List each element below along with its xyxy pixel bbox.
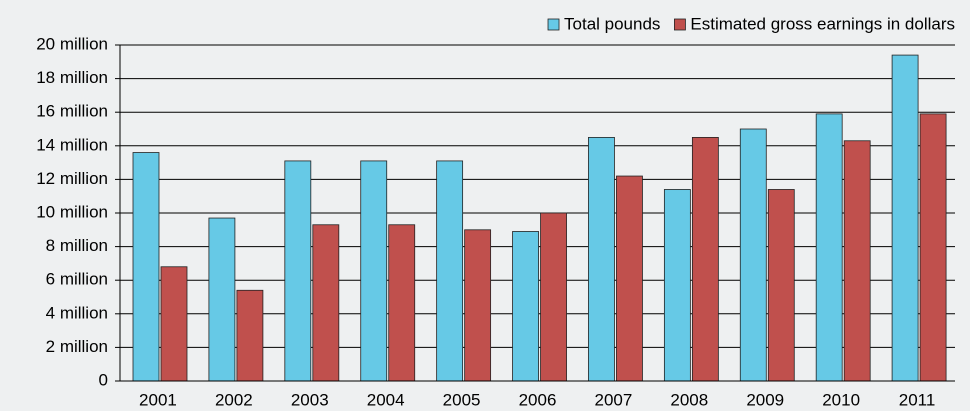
bar <box>312 224 340 382</box>
bar <box>160 266 188 382</box>
x-tick-label: 2001 <box>139 390 177 409</box>
x-tick-label: 2007 <box>594 390 632 409</box>
y-tick-label: 2 million <box>46 337 108 356</box>
y-tick-label: 18 million <box>36 68 108 87</box>
legend-label: Estimated gross earnings in dollars <box>690 14 955 33</box>
y-tick-label: 8 million <box>46 236 108 255</box>
legend-swatch <box>547 18 560 31</box>
y-tick-label: 20 million <box>36 34 108 53</box>
y-tick-label: 12 million <box>36 169 108 188</box>
legend-label: Total pounds <box>564 14 660 33</box>
bar <box>767 189 795 382</box>
bar <box>891 54 919 382</box>
x-tick-label: 2008 <box>670 390 708 409</box>
bar <box>588 136 615 382</box>
bar <box>208 217 236 382</box>
x-tick-label: 2011 <box>899 390 936 409</box>
bar <box>663 189 691 382</box>
y-tick-label: 10 million <box>36 202 108 221</box>
bar <box>616 175 643 382</box>
y-tick-label: 4 million <box>46 303 108 322</box>
bar <box>843 140 871 382</box>
x-tick-label: 2009 <box>746 390 784 409</box>
bar <box>360 160 388 382</box>
x-tick-label: 2005 <box>443 390 481 409</box>
bar <box>436 160 464 382</box>
y-tick-label: 6 million <box>46 270 108 289</box>
bar <box>236 289 264 382</box>
x-tick-label: 2010 <box>822 390 860 409</box>
x-tick-label: 2002 <box>215 390 253 409</box>
y-tick-label: 14 million <box>36 135 108 154</box>
bar <box>464 229 492 382</box>
y-tick-label: 0 <box>99 370 108 389</box>
x-tick-label: 2004 <box>367 390 405 409</box>
bar <box>739 128 767 382</box>
bar <box>388 224 416 382</box>
bar <box>540 212 567 382</box>
bar <box>132 152 160 382</box>
bar <box>815 113 843 382</box>
bar <box>284 160 312 382</box>
legend-swatch <box>674 18 686 31</box>
bar <box>919 113 947 382</box>
bar <box>512 231 539 382</box>
x-tick-label: 2006 <box>519 390 557 409</box>
bar <box>691 136 719 382</box>
y-tick-label: 16 million <box>36 102 108 121</box>
x-tick-label: 2003 <box>291 390 329 409</box>
